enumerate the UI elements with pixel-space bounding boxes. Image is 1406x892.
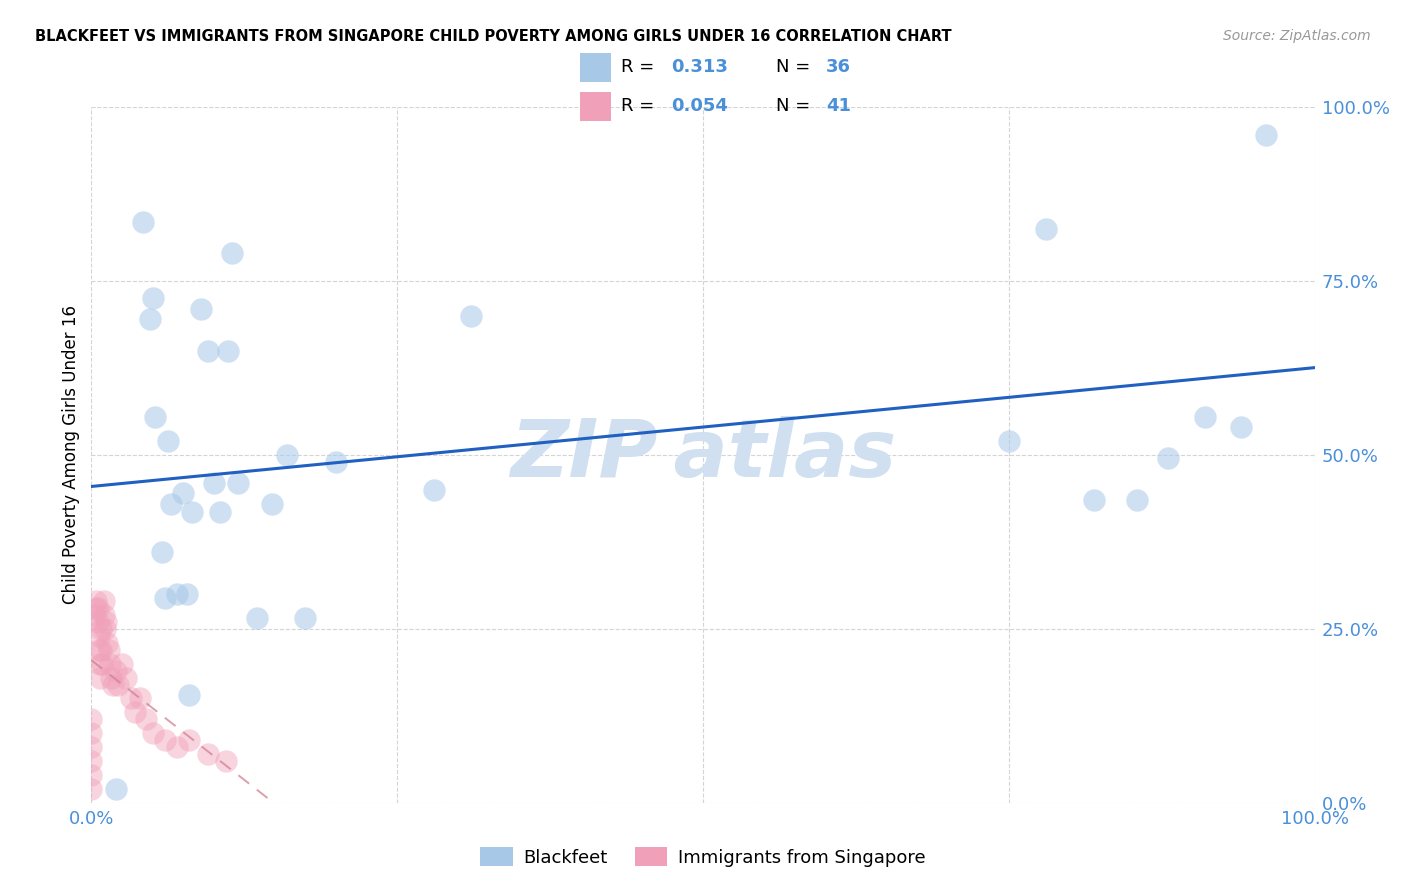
- Point: [90, 642, 112, 657]
- Text: 36: 36: [827, 59, 851, 77]
- Point: [153, 733, 176, 747]
- Point: [93, 607, 115, 622]
- Point: [143, 409, 166, 424]
- Point: [107, 677, 129, 691]
- Point: [111, 657, 134, 671]
- Point: [80, 726, 103, 740]
- Point: [141, 291, 163, 305]
- Point: [179, 688, 201, 702]
- Legend: Blackfeet, Immigrants from Singapore: Blackfeet, Immigrants from Singapore: [472, 839, 934, 874]
- Point: [1035, 222, 1057, 236]
- Point: [80, 712, 103, 726]
- Point: [100, 671, 122, 685]
- Point: [114, 671, 136, 685]
- Point: [84, 594, 107, 608]
- Point: [104, 664, 127, 678]
- Text: N =: N =: [776, 97, 815, 115]
- Point: [998, 434, 1021, 448]
- Point: [84, 601, 107, 615]
- Point: [217, 343, 239, 358]
- Text: 0.054: 0.054: [671, 97, 728, 115]
- Point: [94, 615, 117, 629]
- Point: [150, 545, 173, 559]
- Point: [180, 505, 202, 519]
- Point: [226, 475, 249, 490]
- Point: [1083, 493, 1105, 508]
- Point: [325, 455, 347, 469]
- Point: [80, 781, 103, 796]
- Point: [90, 622, 112, 636]
- Point: [262, 497, 284, 511]
- FancyBboxPatch shape: [579, 54, 610, 82]
- Point: [124, 706, 146, 720]
- Text: BLACKFEET VS IMMIGRANTS FROM SINGAPORE CHILD POVERTY AMONG GIRLS UNDER 16 CORREL: BLACKFEET VS IMMIGRANTS FROM SINGAPORE C…: [35, 29, 952, 45]
- Point: [97, 642, 120, 657]
- Point: [166, 587, 188, 601]
- Point: [132, 215, 155, 229]
- Text: 41: 41: [827, 97, 851, 115]
- Point: [172, 486, 194, 500]
- Point: [179, 733, 201, 747]
- Point: [120, 691, 142, 706]
- Point: [83, 607, 105, 622]
- Point: [86, 601, 108, 615]
- Point: [80, 754, 103, 768]
- Point: [1126, 493, 1149, 508]
- Y-axis label: Child Poverty Among Girls Under 16: Child Poverty Among Girls Under 16: [62, 305, 80, 605]
- Point: [160, 497, 183, 511]
- Point: [157, 434, 180, 448]
- Point: [166, 740, 188, 755]
- Point: [221, 246, 243, 260]
- Point: [176, 587, 198, 601]
- Point: [294, 611, 316, 625]
- Point: [153, 591, 176, 605]
- Point: [202, 475, 225, 490]
- Point: [190, 301, 212, 316]
- Text: N =: N =: [776, 59, 815, 77]
- Point: [1230, 420, 1253, 434]
- Point: [139, 312, 162, 326]
- Point: [87, 642, 110, 657]
- Text: R =: R =: [621, 97, 659, 115]
- Point: [141, 726, 163, 740]
- Point: [94, 622, 117, 636]
- Point: [103, 677, 125, 691]
- Text: 0.313: 0.313: [671, 59, 728, 77]
- Point: [129, 691, 152, 706]
- Point: [423, 483, 446, 497]
- Point: [91, 657, 114, 671]
- Point: [89, 657, 111, 671]
- Point: [96, 636, 118, 650]
- Text: R =: R =: [621, 59, 659, 77]
- Point: [197, 343, 219, 358]
- Point: [89, 671, 111, 685]
- Point: [87, 629, 110, 643]
- Point: [245, 611, 267, 625]
- Point: [1254, 128, 1277, 142]
- Point: [1157, 451, 1180, 466]
- Point: [208, 505, 231, 519]
- Point: [86, 615, 108, 629]
- Point: [215, 754, 238, 768]
- Point: [93, 594, 115, 608]
- Point: [80, 740, 103, 755]
- Text: ZIP atlas: ZIP atlas: [510, 416, 896, 494]
- Point: [98, 657, 121, 671]
- Text: Source: ZipAtlas.com: Source: ZipAtlas.com: [1223, 29, 1371, 44]
- Point: [276, 448, 298, 462]
- Point: [80, 768, 103, 782]
- Point: [104, 781, 127, 796]
- FancyBboxPatch shape: [579, 92, 610, 120]
- Point: [197, 747, 219, 761]
- Point: [1194, 409, 1216, 424]
- Point: [460, 309, 482, 323]
- Point: [135, 712, 157, 726]
